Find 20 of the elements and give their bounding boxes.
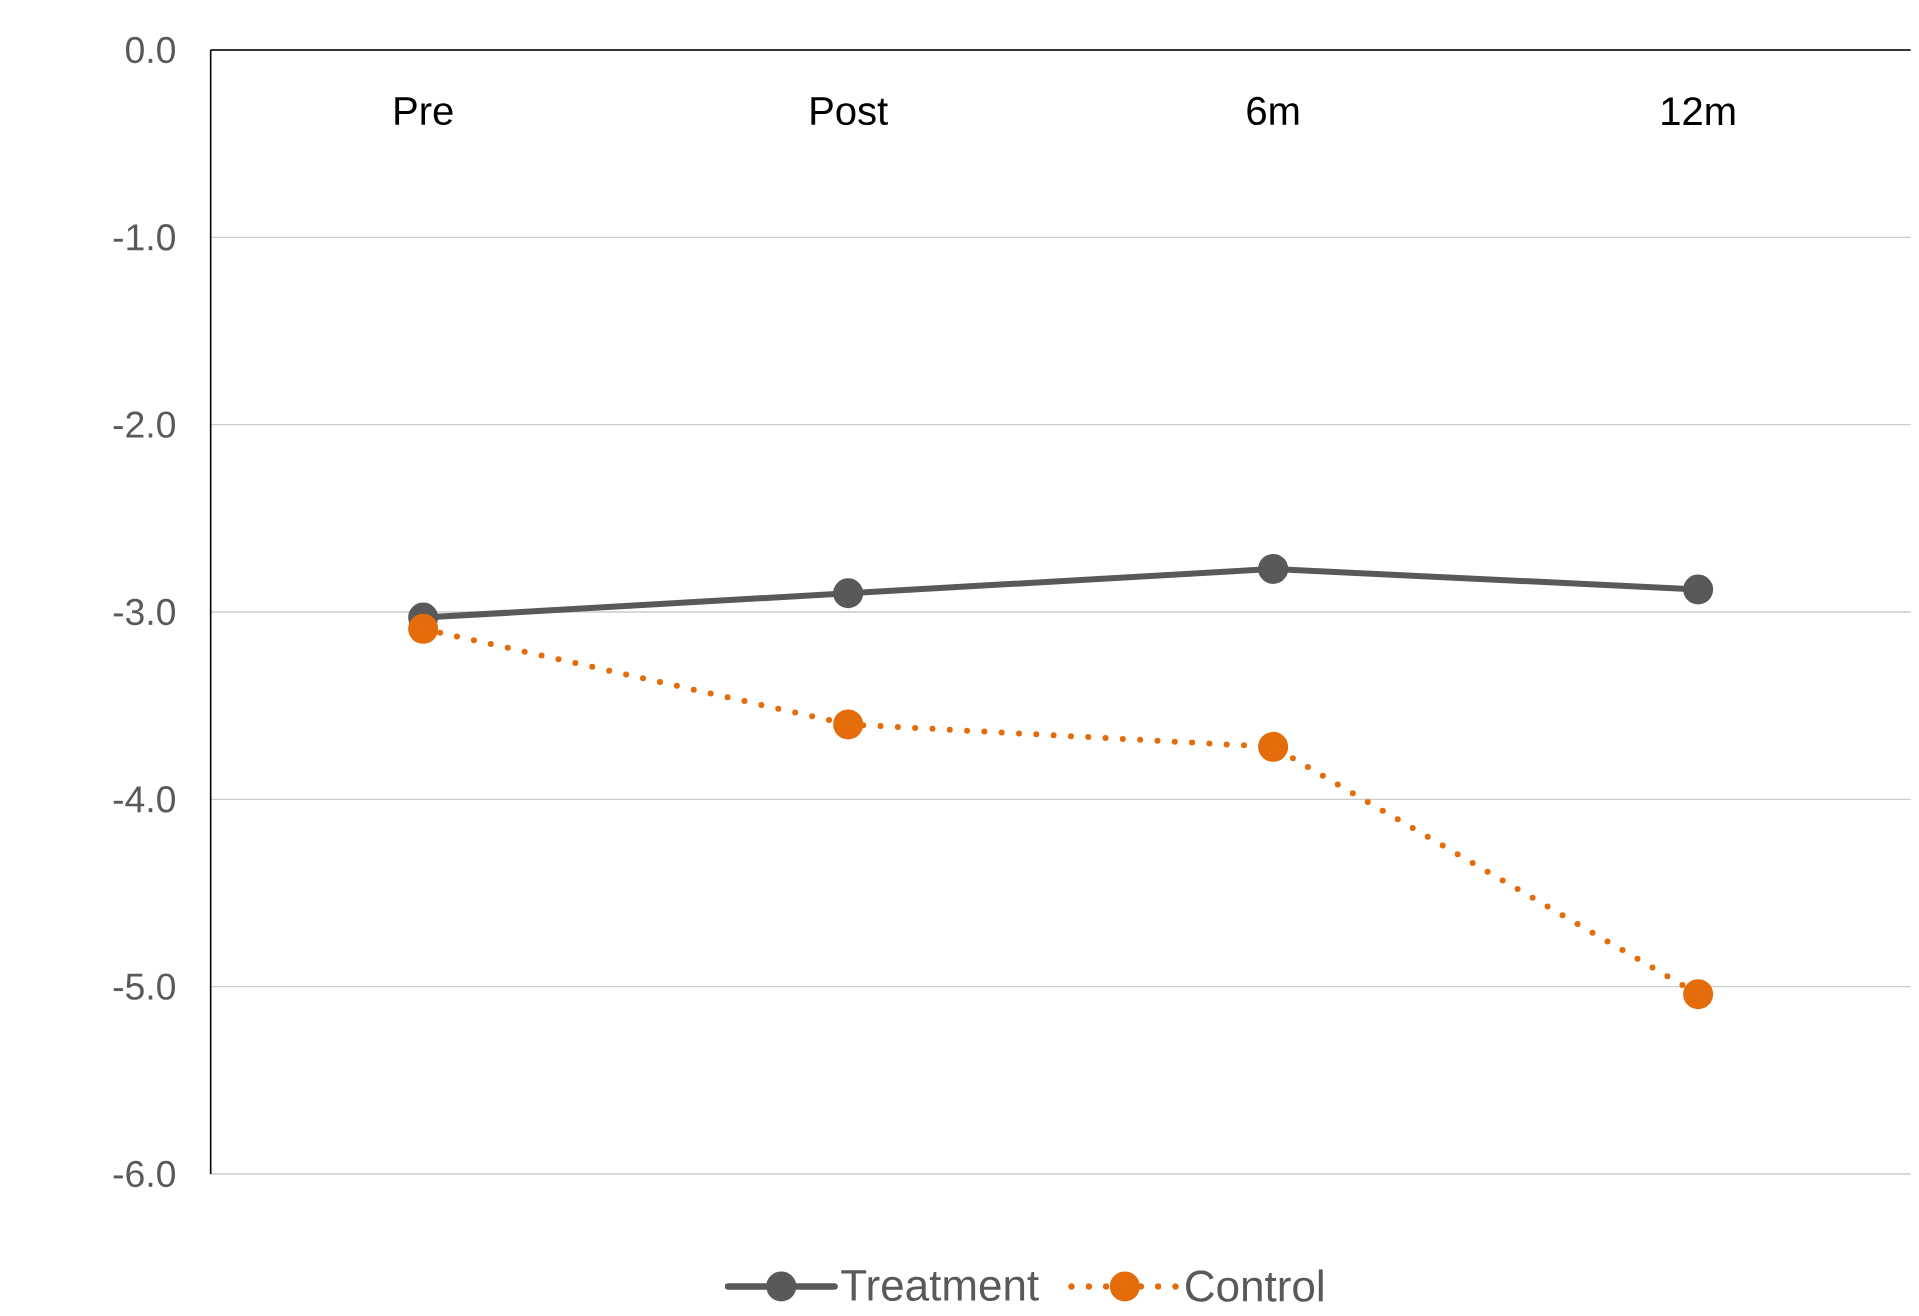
point [408, 613, 439, 644]
point [1683, 979, 1714, 1010]
point [833, 578, 864, 609]
y-tick-label: -4.0 [113, 786, 175, 813]
y-tick-label: 0.0 [126, 36, 175, 64]
y-tick-label: -5.0 [113, 973, 175, 1000]
legend-label: Treatment [841, 1270, 1039, 1301]
point [1258, 553, 1289, 584]
x-tick-label: Post [811, 97, 888, 126]
x-tick-label: 12m [1662, 97, 1735, 126]
y-tick-label: -2.0 [113, 411, 175, 438]
point [1258, 731, 1289, 762]
point [1683, 574, 1714, 605]
legend-label: Control [1186, 1269, 1323, 1302]
y-tick-label: -3.0 [113, 598, 175, 626]
x-tick-label: Pre [395, 97, 453, 126]
y-tick-label: -1.0 [113, 224, 175, 251]
y-tick-label: -6.0 [113, 1160, 175, 1188]
point [833, 709, 864, 740]
x-tick-label: 6m [1247, 96, 1299, 126]
